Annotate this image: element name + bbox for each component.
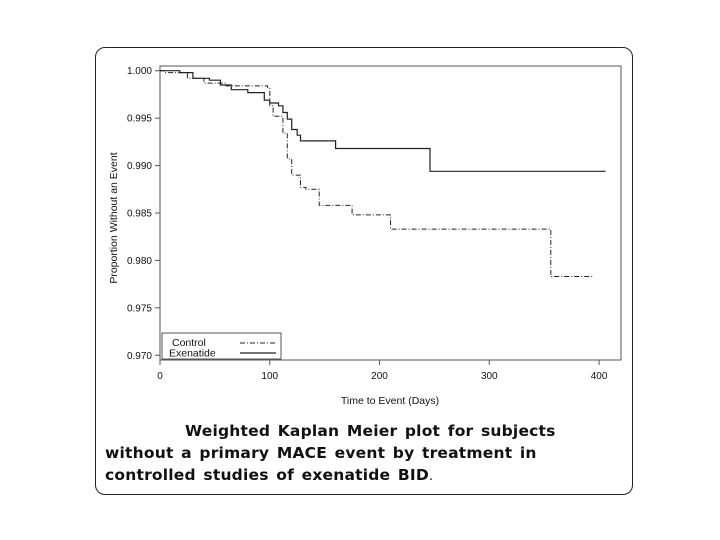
x-tick-label: 200 [371, 371, 388, 382]
x-axis-label: Time to Event (Days) [341, 395, 439, 407]
series-line-exenatide [160, 70, 606, 172]
y-tick-label: 0.975 [127, 303, 152, 314]
caption-period: . [428, 469, 434, 484]
legend: Control Exenatide [161, 332, 282, 360]
y-tick-label: 0.985 [127, 209, 152, 220]
x-tick-label: 0 [157, 371, 163, 382]
series-group [160, 70, 606, 277]
legend-label-exenatide: Exenatide [169, 348, 216, 360]
x-axis: 0 100 200 300 400 [157, 360, 608, 382]
y-tick-label: 1.000 [127, 66, 152, 77]
y-axis-label: Proportion Without an Event [108, 152, 120, 283]
caption-text: Weighted Kaplan Meier plot for subjects … [105, 422, 556, 484]
legend-label-control: Control [172, 337, 206, 349]
x-tick-label: 300 [481, 371, 498, 382]
x-tick-label: 400 [591, 371, 608, 382]
y-tick-label: 0.995 [127, 114, 152, 125]
figure-card [95, 47, 633, 495]
y-axis: 1.000 0.995 0.990 0.985 0.980 0.975 0.970 [127, 66, 160, 362]
plot-frame [159, 65, 622, 361]
figure-caption: Weighted Kaplan Meier plot for subjects … [105, 420, 625, 488]
y-tick-label: 0.990 [127, 161, 152, 172]
series-line-control [160, 70, 594, 277]
y-tick-label: 0.980 [127, 256, 152, 267]
y-tick-label: 0.970 [127, 351, 152, 362]
x-tick-label: 100 [261, 371, 278, 382]
legend-box [161, 332, 282, 360]
